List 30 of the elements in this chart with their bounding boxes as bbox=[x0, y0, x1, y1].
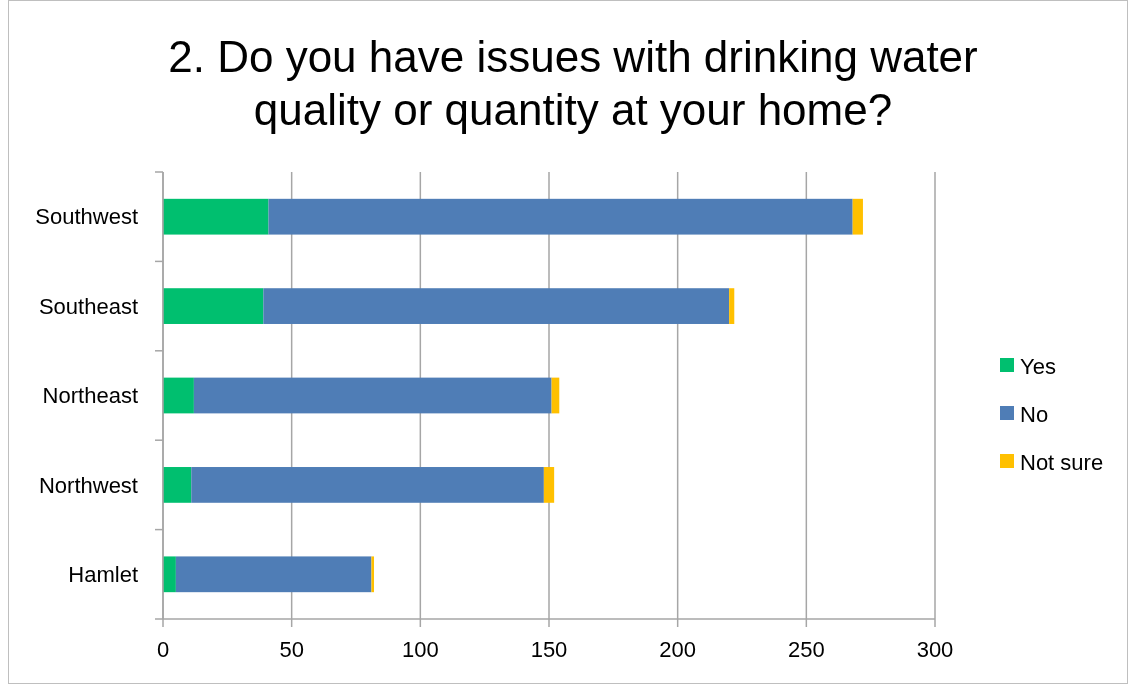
bar bbox=[191, 467, 544, 503]
x-tick-label: 200 bbox=[659, 637, 697, 662]
bar bbox=[175, 556, 372, 593]
x-tick-label: 50 bbox=[279, 637, 304, 662]
bar bbox=[163, 377, 194, 414]
y-tick-label: Southeast bbox=[38, 293, 138, 319]
bar bbox=[163, 288, 264, 324]
bar bbox=[543, 467, 555, 503]
bar bbox=[852, 198, 863, 235]
x-tick-label: 0 bbox=[156, 637, 170, 662]
y-tick-label: Hamlet bbox=[68, 562, 138, 587]
x-tick-label: 150 bbox=[530, 637, 568, 662]
legend-label: Not sure bbox=[1020, 449, 1104, 475]
bar bbox=[163, 467, 192, 503]
legend-label: No bbox=[1020, 401, 1049, 427]
bar bbox=[268, 198, 853, 235]
bar bbox=[729, 288, 735, 324]
bar bbox=[371, 556, 375, 593]
bar bbox=[163, 198, 269, 235]
y-tick-label: Southwest bbox=[35, 204, 138, 230]
y-tick-label: Northeast bbox=[42, 383, 138, 409]
bar bbox=[263, 288, 730, 324]
chart-title: 2. Do you have issues with drinking water quality or quantity at your home? bbox=[168, 32, 978, 134]
legend-label: Yes bbox=[1020, 353, 1056, 379]
x-tick-label: 100 bbox=[401, 637, 439, 662]
bar bbox=[193, 377, 552, 414]
y-tick-label: Northwest bbox=[38, 472, 138, 498]
x-tick-label: 300 bbox=[916, 637, 954, 662]
x-tick-label: 250 bbox=[787, 637, 825, 662]
bar bbox=[163, 556, 176, 593]
